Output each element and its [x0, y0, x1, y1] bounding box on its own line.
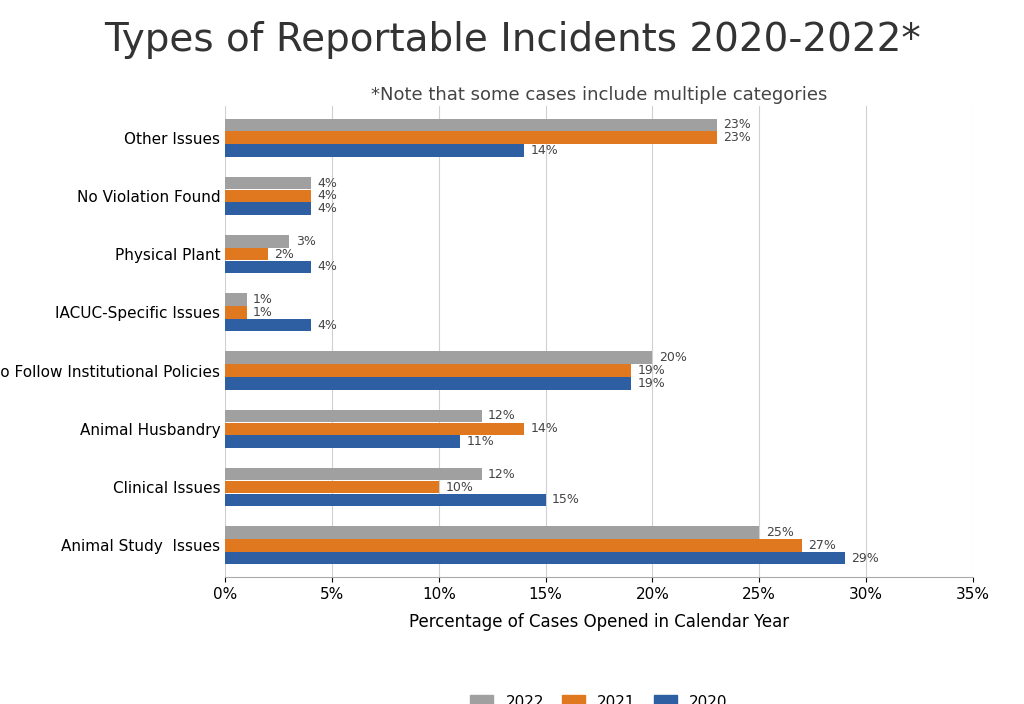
Bar: [225, 235, 290, 248]
Bar: [225, 552, 845, 565]
Bar: [225, 306, 247, 319]
Text: 4%: 4%: [317, 177, 337, 189]
Text: 10%: 10%: [445, 481, 473, 494]
Text: 29%: 29%: [851, 551, 879, 565]
Text: 3%: 3%: [296, 234, 315, 248]
Bar: [225, 203, 310, 215]
Text: 15%: 15%: [552, 494, 580, 506]
Text: 23%: 23%: [723, 131, 751, 144]
Bar: [225, 539, 802, 551]
Bar: [225, 410, 481, 422]
Text: 12%: 12%: [488, 467, 516, 481]
Bar: [225, 422, 524, 435]
Bar: [225, 132, 717, 144]
Text: 27%: 27%: [808, 539, 837, 552]
Bar: [225, 260, 310, 273]
Text: 4%: 4%: [317, 260, 337, 273]
Bar: [225, 144, 524, 157]
Bar: [225, 435, 460, 448]
Text: 4%: 4%: [317, 202, 337, 215]
Bar: [225, 294, 247, 306]
Text: 2%: 2%: [274, 248, 294, 260]
Bar: [225, 526, 759, 539]
Text: 4%: 4%: [317, 189, 337, 202]
Text: 4%: 4%: [317, 319, 337, 332]
Text: Types of Reportable Incidents 2020-2022*: Types of Reportable Incidents 2020-2022*: [103, 21, 921, 59]
Bar: [225, 364, 631, 377]
Bar: [225, 319, 310, 332]
Bar: [225, 351, 652, 364]
Text: 11%: 11%: [467, 435, 495, 448]
Bar: [225, 377, 631, 389]
Text: 1%: 1%: [253, 293, 273, 306]
Bar: [225, 494, 546, 506]
Bar: [225, 118, 717, 131]
Bar: [225, 468, 481, 480]
Bar: [225, 248, 268, 260]
Text: 14%: 14%: [530, 144, 558, 157]
X-axis label: Percentage of Cases Opened in Calendar Year: Percentage of Cases Opened in Calendar Y…: [409, 613, 790, 631]
Bar: [225, 177, 310, 189]
Text: 14%: 14%: [530, 422, 558, 435]
Bar: [225, 189, 310, 202]
Text: 20%: 20%: [658, 351, 687, 364]
Legend: 2022, 2021, 2020: 2022, 2021, 2020: [464, 689, 734, 704]
Text: 19%: 19%: [638, 377, 666, 390]
Bar: [225, 481, 439, 494]
Text: 23%: 23%: [723, 118, 751, 132]
Text: 1%: 1%: [253, 306, 273, 319]
Text: 12%: 12%: [488, 410, 516, 422]
Title: *Note that some cases include multiple categories: *Note that some cases include multiple c…: [371, 86, 827, 104]
Text: 25%: 25%: [766, 526, 794, 539]
Text: 19%: 19%: [638, 364, 666, 377]
